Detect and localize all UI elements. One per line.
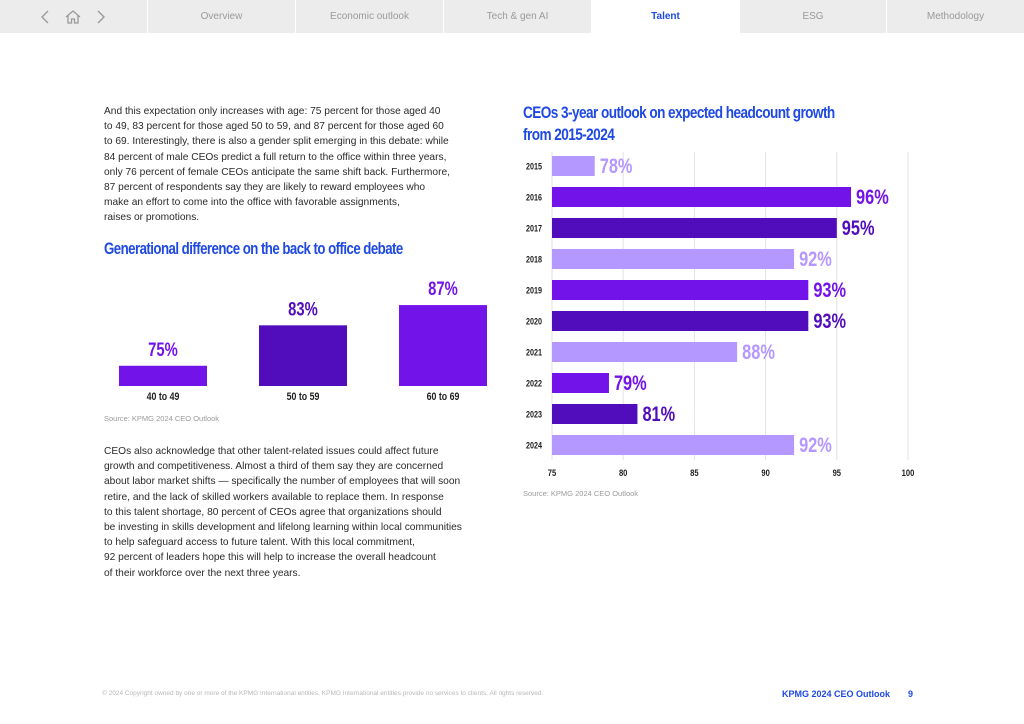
gen-category-label: 40 to 49 <box>147 391 180 403</box>
hc-bar <box>552 280 809 300</box>
hc-bar-label: 78% <box>600 154 633 177</box>
intro-line: 84 percent of male CEOs predict a full r… <box>104 151 447 163</box>
intro-line: to 69. Interestingly, there is also a ge… <box>104 136 449 148</box>
chevron-right-icon[interactable] <box>92 8 110 26</box>
talent-line: be investing in skills development and l… <box>104 522 462 534</box>
page-number: 9 <box>908 689 914 699</box>
hc-bar-label: 79% <box>614 371 647 394</box>
hc-bar <box>552 249 795 269</box>
generational-chart: 75% 40 to 49 83% 50 to 59 87% 60 to 69 <box>104 262 504 412</box>
talent-line: growth and competitiveness. Almost a thi… <box>104 461 444 473</box>
hc-year-label: 2015 <box>526 162 542 172</box>
gen-bar <box>399 305 487 386</box>
tab-methodology[interactable]: Methodology <box>926 11 985 22</box>
hc-bar <box>552 187 852 207</box>
tab-tech-gen-ai[interactable]: Tech & gen AI <box>444 0 592 33</box>
top-navigation: Overview Economic outlook Tech & gen AI … <box>0 0 1024 33</box>
hc-bar-label: 93% <box>813 309 846 332</box>
gen-bar-label: 87% <box>428 278 458 299</box>
hc-bar-label: 95% <box>842 216 875 239</box>
hc-year-label: 2020 <box>526 317 542 327</box>
intro-paragraph: And this expectation only increases with… <box>104 104 450 226</box>
hc-bar-label: 92% <box>799 247 832 270</box>
gen-category-label: 50 to 59 <box>287 391 320 403</box>
hc-year-label: 2023 <box>526 410 542 420</box>
hc-year-label: 2022 <box>526 379 542 389</box>
hc-bar-label: 88% <box>742 340 775 363</box>
hc-bar <box>552 404 638 424</box>
generational-chart-source: Source: KPMG 2024 CEO Outlook <box>104 414 220 423</box>
hc-bar <box>552 218 837 238</box>
hc-bar-label: 92% <box>799 433 832 456</box>
talent-paragraph: CEOs also acknowledge that other talent-… <box>104 444 462 581</box>
hc-bar <box>552 342 738 362</box>
hc-year-label: 2017 <box>526 224 542 234</box>
hc-bar-label: 93% <box>813 278 846 301</box>
tab-overview[interactable]: Overview <box>148 0 296 33</box>
gen-bar <box>119 365 207 386</box>
hc-x-tick-label: 100 <box>902 467 915 478</box>
hc-x-tick-label: 85 <box>690 467 699 478</box>
hc-year-label: 2021 <box>526 348 542 358</box>
hc-year-label: 2019 <box>526 286 542 296</box>
hc-bar-label: 96% <box>856 185 889 208</box>
hc-year-label: 2018 <box>526 255 542 265</box>
home-icon[interactable] <box>64 8 82 26</box>
hc-bar-label: 81% <box>642 402 675 425</box>
gen-category-label: 60 to 69 <box>427 391 460 403</box>
headcount-chart-title: CEOs 3-year outlook on expected headcoun… <box>523 102 835 146</box>
talent-line: of their workforce over the next three y… <box>104 567 301 579</box>
tab-esg[interactable]: ESG <box>740 0 887 33</box>
intro-line: 87 percent of respondents say they are l… <box>104 182 426 194</box>
hc-x-tick-label: 80 <box>619 467 628 478</box>
chevron-left-icon[interactable] <box>36 8 54 26</box>
talent-line: 92 percent of leaders hope this will hel… <box>104 552 436 564</box>
hc-bar <box>552 156 595 176</box>
intro-line: make an effort to come into the office w… <box>104 197 400 209</box>
headcount-title-line: CEOs 3-year outlook on expected headcoun… <box>523 103 835 122</box>
intro-line: only 76 percent of female CEOs anticipat… <box>104 166 450 178</box>
gen-bar <box>259 325 347 386</box>
hc-bar <box>552 435 795 455</box>
generational-chart-title: Generational difference on the back to o… <box>104 239 403 258</box>
tab-talent[interactable]: Talent <box>592 0 740 33</box>
talent-line: about labor market shifts — specifically… <box>104 476 461 488</box>
hc-year-label: 2016 <box>526 193 542 203</box>
hc-x-tick-label: 75 <box>548 467 557 478</box>
talent-line: to help safeguard access to future talen… <box>104 537 415 549</box>
hc-x-tick-label: 90 <box>761 467 770 478</box>
gen-bar-label: 75% <box>148 339 178 360</box>
nav-controls <box>0 0 148 33</box>
headcount-chart-source: Source: KPMG 2024 CEO Outlook <box>523 489 639 498</box>
footer-brand: KPMG 2024 CEO Outlook <box>782 689 891 699</box>
hc-year-label: 2024 <box>526 441 542 451</box>
tab-economic-outlook[interactable]: Economic outlook <box>296 0 444 33</box>
hc-bar <box>552 373 609 393</box>
footer-copyright: © 2024 Copyright owned by one or more of… <box>102 690 544 697</box>
talent-line: CEOs also acknowledge that other talent-… <box>104 446 439 457</box>
hc-x-tick-label: 95 <box>833 467 842 478</box>
intro-line: raises or promotions. <box>104 212 200 224</box>
hc-bar <box>552 311 809 331</box>
headcount-title-line: from 2015-2024 <box>523 125 615 144</box>
intro-line: to 49, 83 percent for those aged 50 to 5… <box>104 121 444 133</box>
talent-line: retire, and the lack of skilled workers … <box>104 491 444 503</box>
intro-line: And this expectation only increases with… <box>104 106 441 117</box>
gen-bar-label: 83% <box>288 299 318 320</box>
talent-line: to this talent shortage, 80 percent of C… <box>104 506 442 518</box>
headcount-chart: 75 80 85 90 95 100 2015 78% 2016 96% 2017 95% 2018 92… <box>518 150 928 480</box>
